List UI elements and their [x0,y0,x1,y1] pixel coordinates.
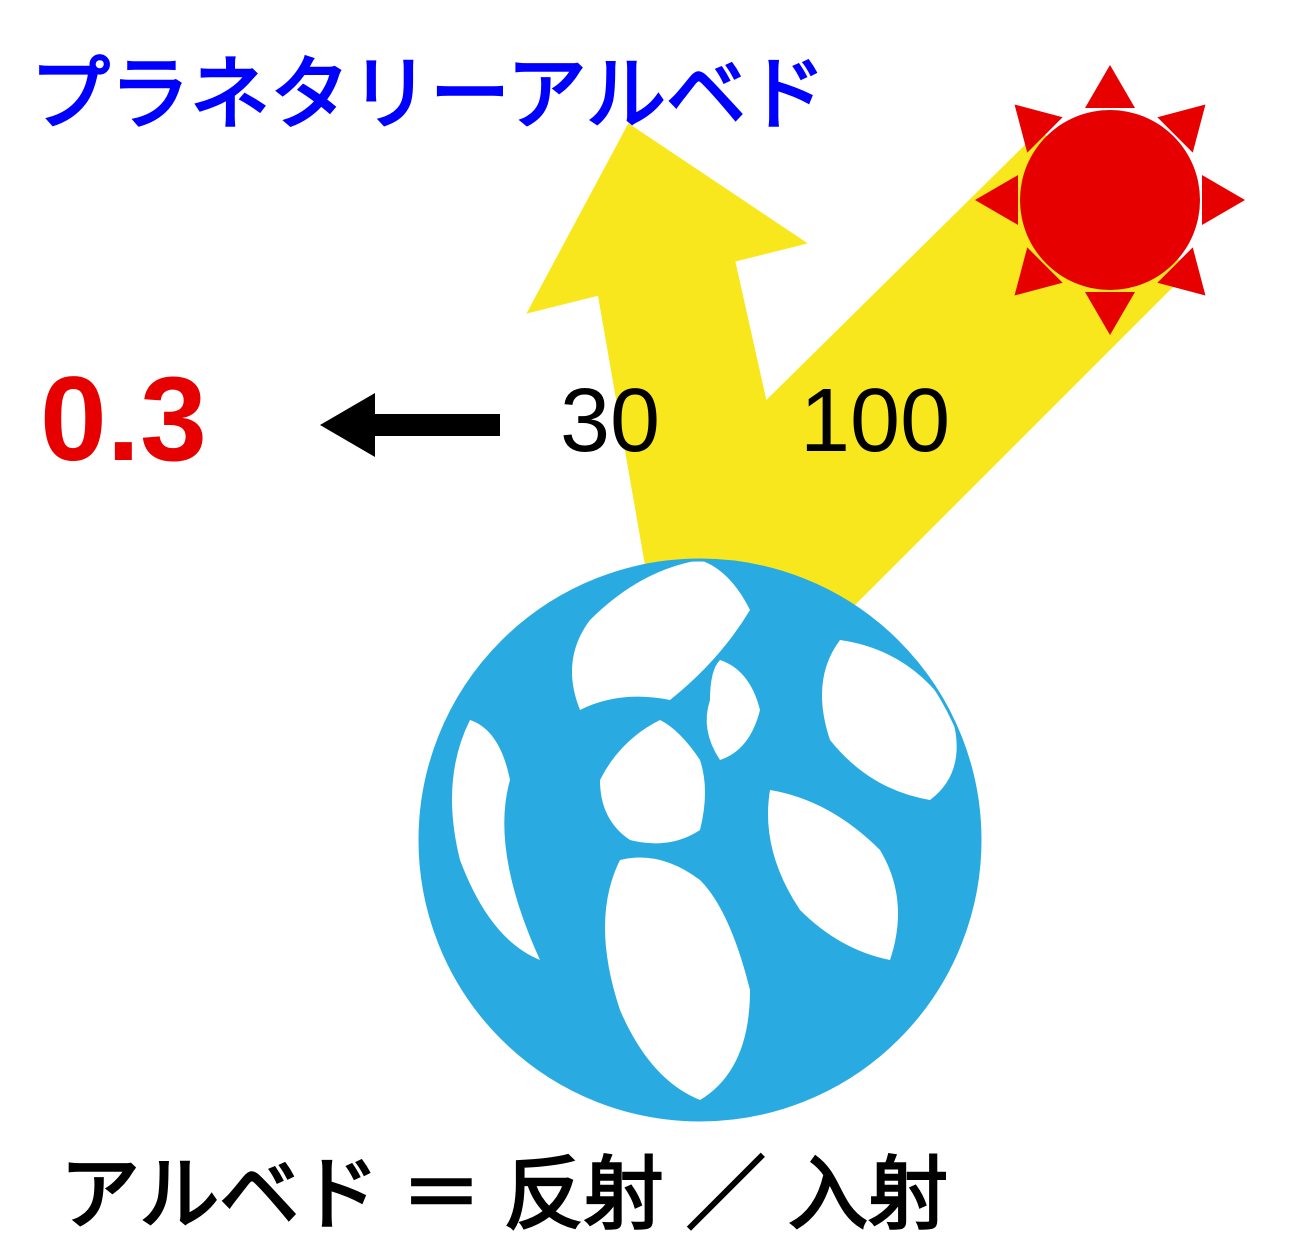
sun-icon [975,65,1245,335]
earth-icon [420,560,980,1120]
incident-value: 100 [800,370,950,473]
formula-text: アルベド ＝ 反射 ／ 入射 [60,1130,948,1242]
diagram-canvas [0,0,1308,1242]
result-arrow [320,393,500,457]
albedo-value: 0.3 [40,350,207,488]
reflected-value: 30 [560,370,660,473]
diagram-title: プラネタリーアルベド [30,30,826,146]
